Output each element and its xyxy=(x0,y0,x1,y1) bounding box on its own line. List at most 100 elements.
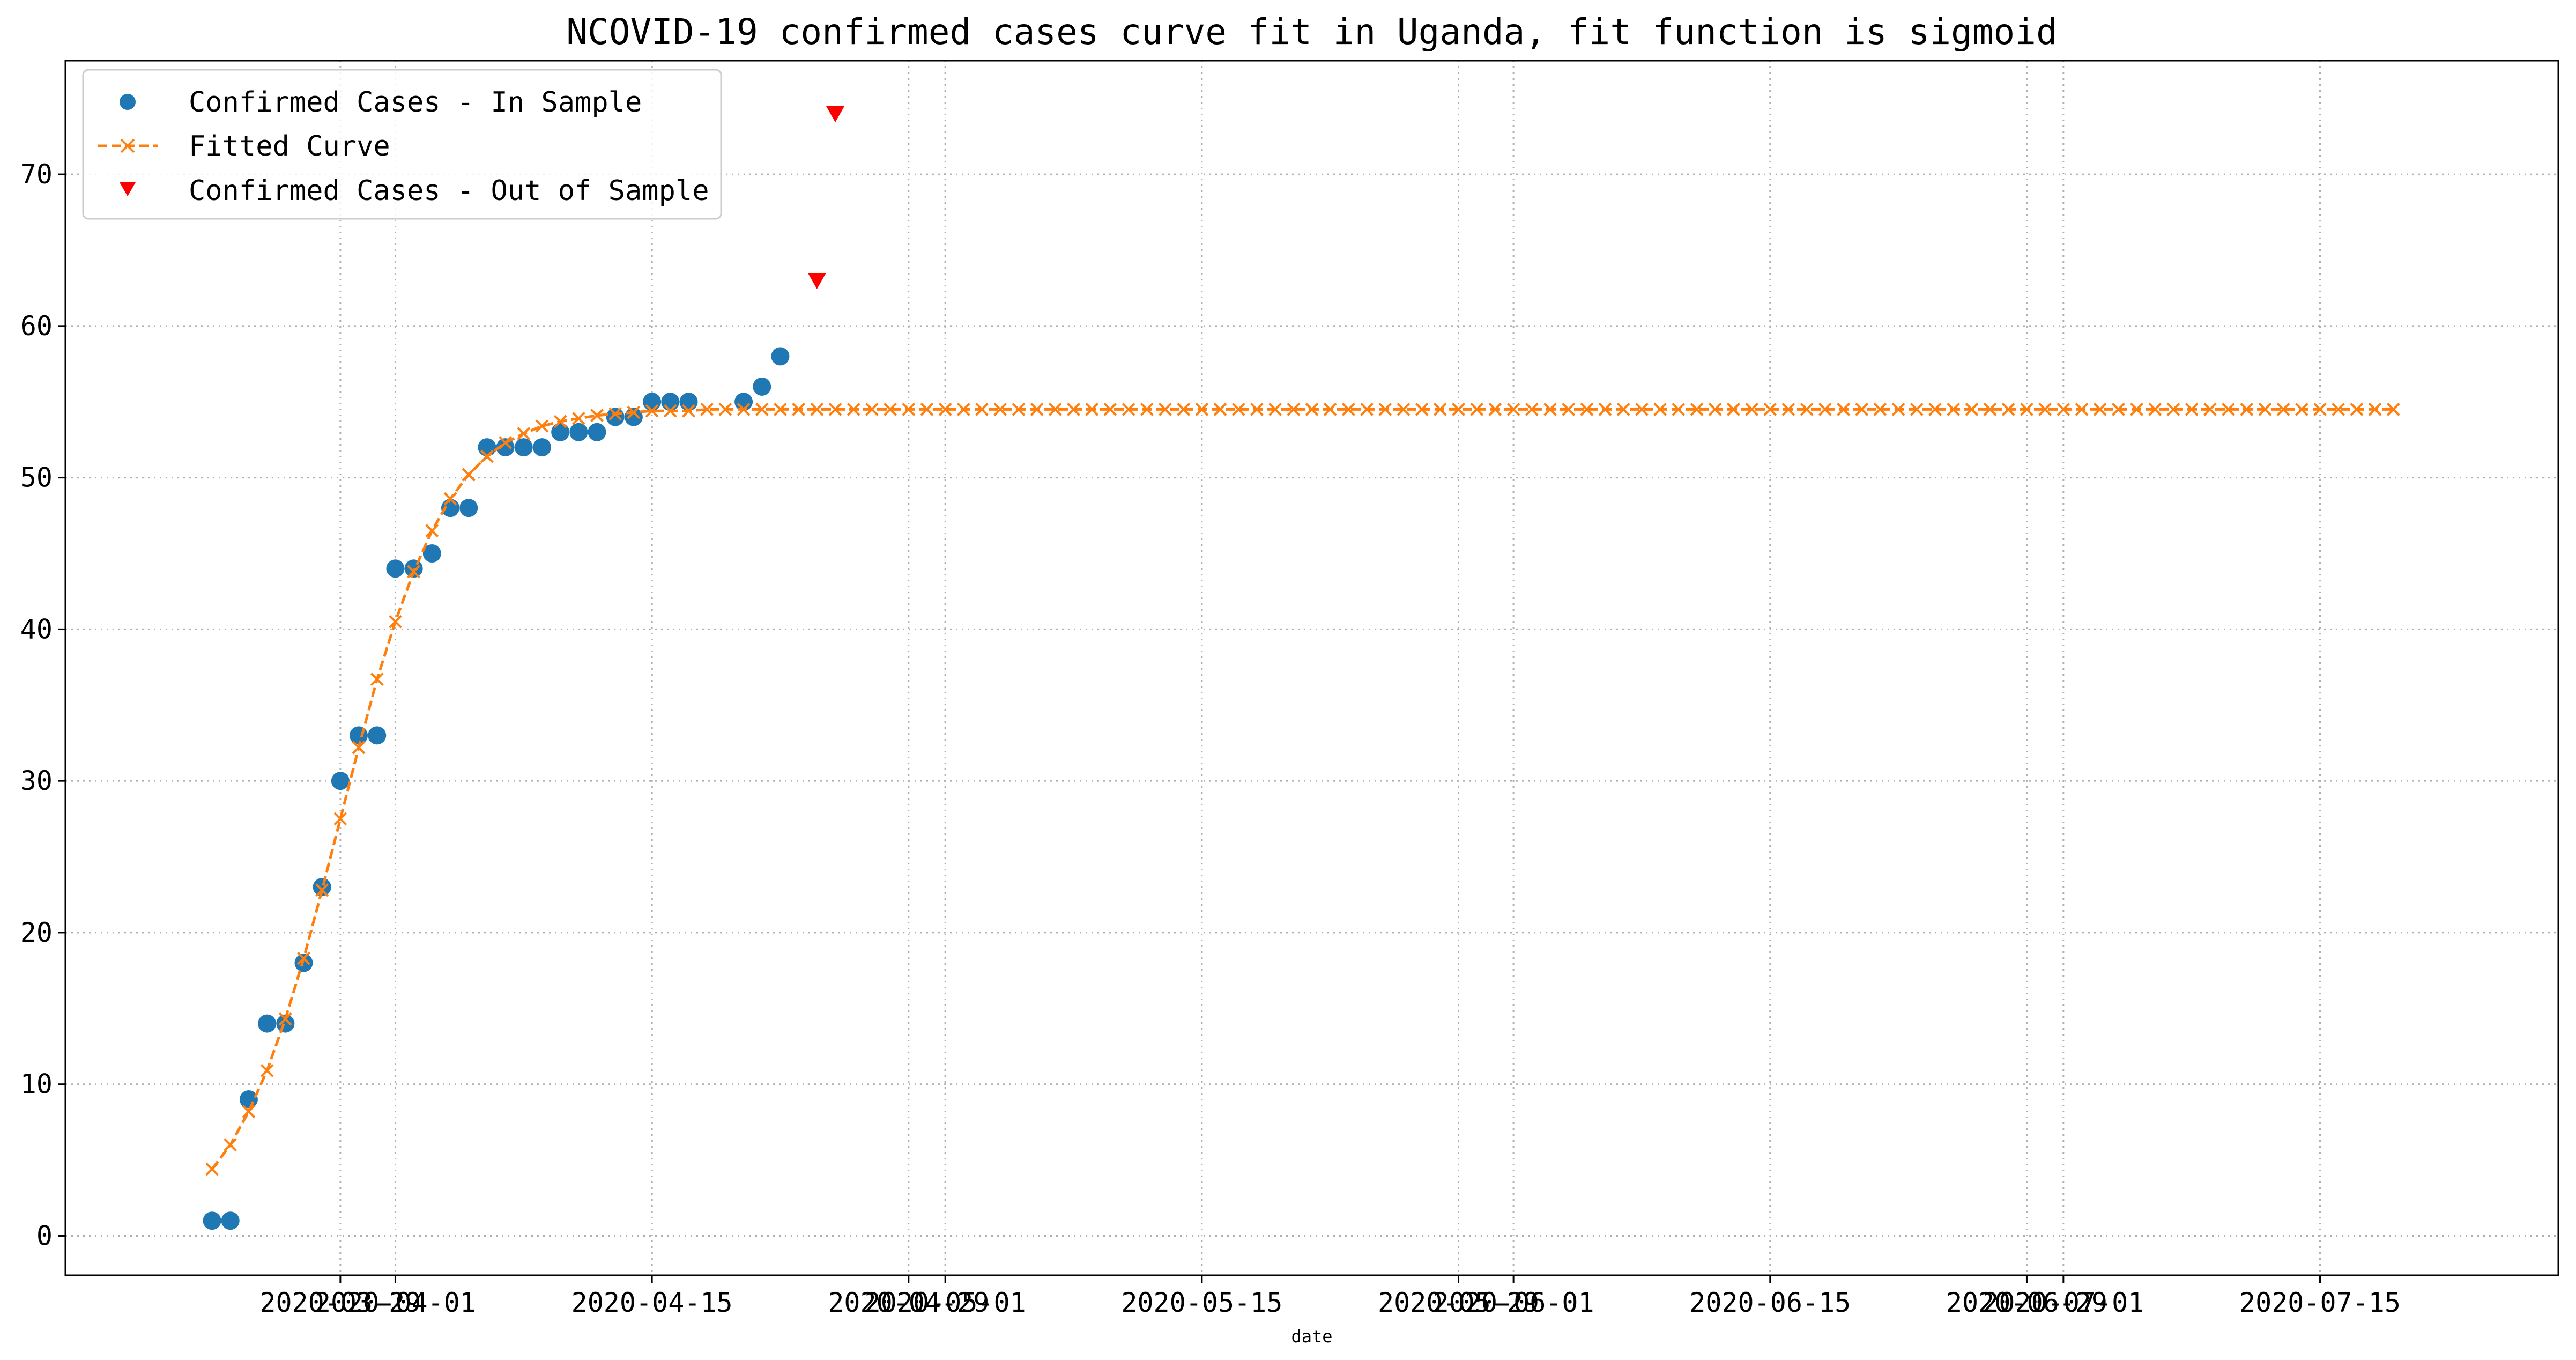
in-sample-point xyxy=(478,438,496,457)
fitted-curve-marker xyxy=(2057,402,2070,416)
fitted-curve-marker xyxy=(1855,402,1869,416)
fitted-curve-line xyxy=(211,408,2394,1170)
fitted-curve-marker xyxy=(1397,402,1411,416)
fitted-curve-marker xyxy=(608,407,622,421)
fitted-curve-marker xyxy=(1598,402,1612,416)
fitted-curve-marker xyxy=(1159,402,1172,416)
fitted-curve-marker xyxy=(1122,402,1135,416)
x-tick-label: 2020-07-01 xyxy=(1983,1287,2144,1318)
fitted-curve-marker xyxy=(2313,402,2327,416)
series-layer xyxy=(203,106,2400,1230)
in-sample-point xyxy=(624,408,643,426)
fitted-curve-marker xyxy=(1030,402,1044,416)
fitted-curve-marker xyxy=(499,436,513,449)
legend-label-fitted: Fitted Curve xyxy=(189,130,390,162)
fitted-curve-marker xyxy=(1891,402,1905,416)
fitted-curve-marker xyxy=(1726,402,1740,416)
fitted-curve-marker xyxy=(1580,402,1594,416)
fitted-curve-marker xyxy=(2166,402,2180,416)
x-tick-label: 2020-05-15 xyxy=(1121,1287,1282,1318)
legend-label-out-of-sample: Confirmed Cases - Out of Sample xyxy=(189,175,709,207)
fitted-curve-marker xyxy=(1250,402,1264,416)
fitted-curve-marker xyxy=(1635,402,1649,416)
fitted-curve-marker xyxy=(1800,402,1814,416)
fitted-curve-marker xyxy=(407,565,421,579)
fitted-curve-marker xyxy=(1140,402,1154,416)
fitted-curve-marker xyxy=(2332,402,2345,416)
fitted-curve-marker xyxy=(480,449,494,463)
fitted-curve-marker xyxy=(242,1105,256,1119)
fitted-curve-marker xyxy=(389,615,402,629)
x-tick-label: 2020-04-29 xyxy=(828,1287,989,1318)
fitted-curve-marker xyxy=(627,405,641,419)
fitted-curve-marker xyxy=(645,404,659,418)
fitted-curve-marker xyxy=(443,492,457,506)
out-of-sample-point xyxy=(807,273,826,290)
fitted-curve-marker xyxy=(425,524,439,538)
fitted-curve-marker xyxy=(1341,402,1355,416)
in-sample-point xyxy=(588,423,606,441)
fitted-curve-marker xyxy=(1067,402,1080,416)
fitted-curve-marker xyxy=(1360,402,1374,416)
fitted-curve-marker xyxy=(1488,402,1502,416)
fitted-curve-marker xyxy=(1012,402,1026,416)
grid-layer xyxy=(65,61,2558,1275)
fitted-curve-marker xyxy=(1305,402,1319,416)
fitted-curve-marker xyxy=(975,402,989,416)
y-tick-label: 40 xyxy=(20,614,53,645)
fitted-curve-marker xyxy=(810,402,824,416)
in-sample-point xyxy=(551,423,570,441)
fitted-curve-marker xyxy=(1287,402,1301,416)
in-sample-point xyxy=(203,1211,221,1230)
fitted-curve-marker xyxy=(993,402,1007,416)
fitted-curve-marker xyxy=(1543,402,1557,416)
legend-marker-in-sample xyxy=(120,94,136,110)
fitted-curve-marker xyxy=(1745,402,1759,416)
fitted-curve-marker xyxy=(1818,402,1832,416)
fitted-curve-marker xyxy=(920,402,934,416)
fitted-curve-marker xyxy=(1781,402,1795,416)
fitted-curve-marker xyxy=(1965,402,1979,416)
fitted-curve-marker xyxy=(663,404,677,418)
fitted-curve-marker xyxy=(517,427,531,441)
fitted-curve-marker xyxy=(571,411,585,425)
plot-frame xyxy=(64,60,2559,1276)
legend-label-in-sample: Confirmed Cases - In Sample xyxy=(189,86,642,119)
fitted-curve-marker xyxy=(847,402,860,416)
in-sample-point xyxy=(313,878,331,897)
in-sample-point xyxy=(239,1090,258,1108)
y-tick-label: 0 xyxy=(36,1220,53,1251)
fitted-curve-marker xyxy=(718,402,732,416)
in-sample-point xyxy=(331,772,350,790)
fitted-curve-marker xyxy=(938,402,952,416)
fitted-curve-marker xyxy=(956,402,970,416)
x-tick-label: 2020-06-29 xyxy=(1946,1287,2107,1318)
fitted-curve-marker xyxy=(1195,402,1209,416)
in-sample-point xyxy=(496,438,515,457)
out-of-sample-point xyxy=(826,106,845,122)
fitted-curve-marker xyxy=(462,468,476,482)
in-sample-point xyxy=(734,393,753,411)
fitted-curve-marker xyxy=(682,404,695,418)
chart-title: NCOVID-19 confirmed cases curve fit in U… xyxy=(566,11,2057,53)
x-tick-label: 2020-06-15 xyxy=(1689,1287,1851,1318)
fitted-curve-marker xyxy=(2276,402,2290,416)
fitted-curve-marker xyxy=(774,402,787,416)
fitted-curve-marker xyxy=(792,402,806,416)
fitted-curve-marker xyxy=(737,402,751,416)
fitted-curve-marker xyxy=(1525,402,1539,416)
fitted-curve-marker xyxy=(1983,402,1997,416)
fitted-curve-marker xyxy=(2240,402,2254,416)
in-sample-point xyxy=(661,393,680,411)
in-sample-point xyxy=(258,1014,277,1033)
legend-box xyxy=(82,69,722,220)
fitted-curve-marker xyxy=(1910,402,1924,416)
in-sample-point xyxy=(368,726,387,745)
fitted-curve-marker xyxy=(1213,402,1227,416)
fitted-curve-marker xyxy=(2093,402,2107,416)
fitted-curve-marker xyxy=(1837,402,1850,416)
fitted-curve-marker xyxy=(700,402,714,416)
y-tick-label: 30 xyxy=(20,765,53,796)
fitted-curve-marker xyxy=(1103,402,1117,416)
